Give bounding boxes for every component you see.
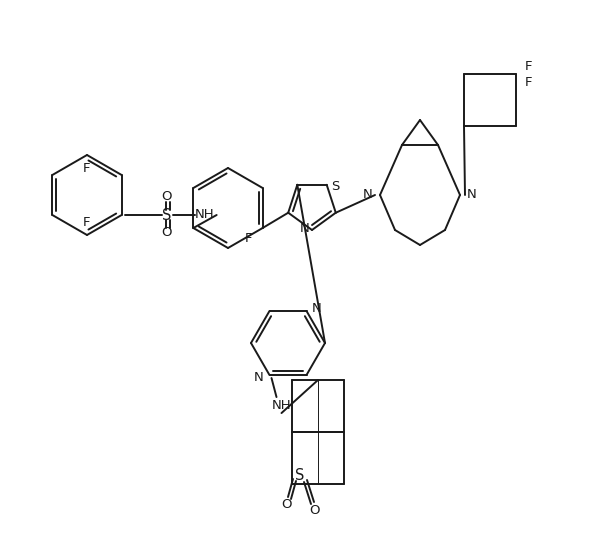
Text: NH: NH — [272, 399, 291, 411]
Text: N: N — [467, 189, 477, 201]
Text: N: N — [363, 189, 373, 201]
Text: F: F — [244, 231, 252, 245]
Text: F: F — [524, 76, 532, 88]
Text: O: O — [282, 497, 293, 511]
Text: F: F — [83, 215, 91, 229]
Text: S: S — [162, 207, 171, 222]
Text: N: N — [312, 302, 321, 316]
Text: N: N — [300, 222, 310, 235]
Text: N: N — [254, 370, 263, 384]
Text: S: S — [296, 469, 304, 483]
Text: F: F — [524, 60, 532, 72]
Text: NH: NH — [195, 208, 214, 222]
Text: O: O — [161, 227, 172, 239]
Text: O: O — [161, 190, 172, 204]
Text: O: O — [310, 504, 320, 516]
Text: F: F — [83, 161, 91, 174]
Text: S: S — [331, 180, 340, 193]
